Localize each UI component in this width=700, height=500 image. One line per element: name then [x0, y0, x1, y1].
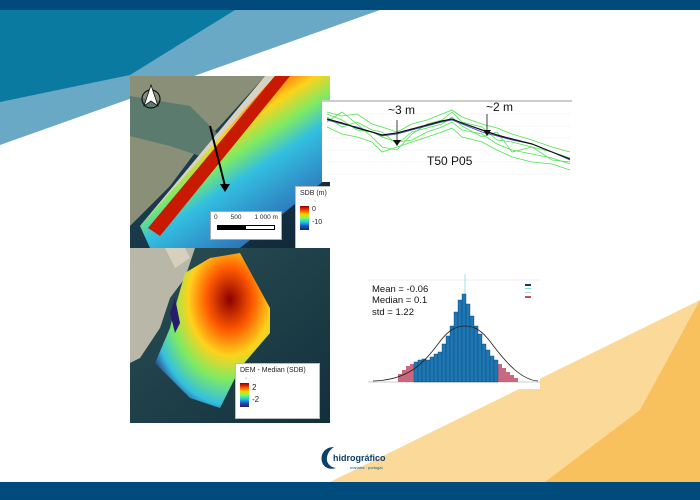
dem-min-label: -2 [252, 395, 260, 405]
scale-bar: 0 500 1 000 m [210, 211, 282, 240]
logo-name: hidrográfico [333, 453, 386, 463]
sdb-legend: SDB (m) · 0 -10 [295, 186, 330, 248]
annotation-2m: ~2 m [486, 100, 514, 114]
logo-wave-icon [321, 447, 336, 469]
dem-max-label: 2 [252, 383, 257, 393]
top-sdb-map: 0 500 1 000 m SDB (m) · 0 -10 [130, 76, 330, 248]
scale-label-0: 0 [214, 214, 218, 221]
logo-subtitle: marinha · portugal [350, 465, 383, 470]
annotation-3m: ~3 m [388, 103, 416, 117]
profile-title: T50 P05 [427, 154, 473, 168]
sdb-min-label: -10 [312, 219, 323, 227]
stat-mean: Mean = -0.06 [372, 284, 429, 295]
error-histogram: Mean = -0.06 Median = 0.1 std = 1.22 [368, 274, 540, 389]
hidrografico-logo: hidrográfico marinha · portugal [318, 445, 398, 475]
scale-label-500: 500 [230, 214, 242, 221]
dem-colorbar [240, 383, 249, 408]
histogram-stats: Mean = -0.06 Median = 0.1 std = 1.22 [372, 284, 428, 318]
bottom-dem-map: DEM - Median (SDB) · 2 -2 [130, 248, 330, 423]
sdb-colorbar [300, 206, 309, 231]
scale-label-1000: 1 000 m [254, 214, 278, 221]
profile-chart: ~3 m ~2 m T50 P05 [322, 100, 572, 182]
sdb-legend-title: SDB (m) [300, 190, 327, 197]
stat-std: std = 1.22 [372, 306, 414, 318]
north-arrow-icon [140, 83, 162, 110]
sdb-max-label: 0 [312, 206, 316, 214]
dem-legend-title: DEM - Median (SDB) [240, 367, 306, 374]
dem-legend: DEM - Median (SDB) · 2 -2 [235, 363, 320, 419]
stat-median: Median = 0.1 [372, 295, 428, 307]
